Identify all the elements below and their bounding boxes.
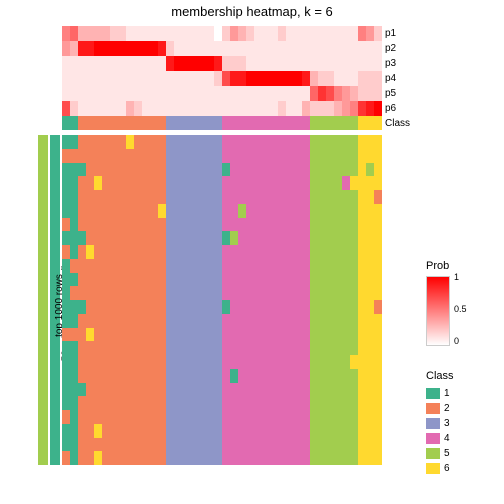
prob-tick: 1 xyxy=(454,272,459,282)
class-legend-label: 2 xyxy=(444,403,450,414)
class-legend-label: 5 xyxy=(444,448,450,459)
class-legend-item-5: 5 xyxy=(426,446,496,461)
class-legend-item-2: 2 xyxy=(426,401,496,416)
class-legend-item-1: 1 xyxy=(426,386,496,401)
probability-heatmap xyxy=(62,26,382,116)
prob-gradient xyxy=(426,276,450,346)
class-legend-item-6: 6 xyxy=(426,461,496,476)
prob-row-p5 xyxy=(62,86,382,101)
class-swatch-icon xyxy=(426,433,440,444)
class-legend-label: 4 xyxy=(444,433,450,444)
prob-row-labels: p1p2p3p4p5p6Class xyxy=(385,26,410,131)
main-heatmap xyxy=(62,135,382,465)
prob-row-p6 xyxy=(62,101,382,116)
class-swatch-icon xyxy=(426,418,440,429)
class-swatch-icon xyxy=(426,388,440,399)
class-legend: Class 1 2 3 4 5 6 xyxy=(426,370,496,476)
class-row-label: Class xyxy=(385,116,410,131)
class-legend-item-4: 4 xyxy=(426,431,496,446)
class-legend-label: 6 xyxy=(444,463,450,474)
prob-legend-title: Prob xyxy=(426,260,496,272)
class-swatch-icon xyxy=(426,463,440,474)
prob-row-p1 xyxy=(62,26,382,41)
class-legend-label: 3 xyxy=(444,418,450,429)
class-annotation-strip xyxy=(62,116,382,130)
row-label-p3: p3 xyxy=(385,56,410,71)
row-label-p6: p6 xyxy=(385,101,410,116)
row-label-p1: p1 xyxy=(385,26,410,41)
class-legend-title: Class xyxy=(426,370,496,382)
prob-legend: Prob 1 0.5 0 xyxy=(426,260,496,346)
prob-tick: 0.5 xyxy=(454,304,467,314)
row-label-p5: p5 xyxy=(385,86,410,101)
class-swatch-icon xyxy=(426,403,440,414)
class-swatch-icon xyxy=(426,448,440,459)
row-label-p2: p2 xyxy=(385,41,410,56)
row-label-p4: p4 xyxy=(385,71,410,86)
prob-row-p4 xyxy=(62,71,382,86)
prob-row-p2 xyxy=(62,41,382,56)
class-legend-item-3: 3 xyxy=(426,416,496,431)
prob-tick: 0 xyxy=(454,336,459,346)
sampling-annotation-strip xyxy=(38,135,48,465)
prob-row-p3 xyxy=(62,56,382,71)
class-legend-label: 1 xyxy=(444,388,450,399)
chart-title: membership heatmap, k = 6 xyxy=(0,4,504,19)
